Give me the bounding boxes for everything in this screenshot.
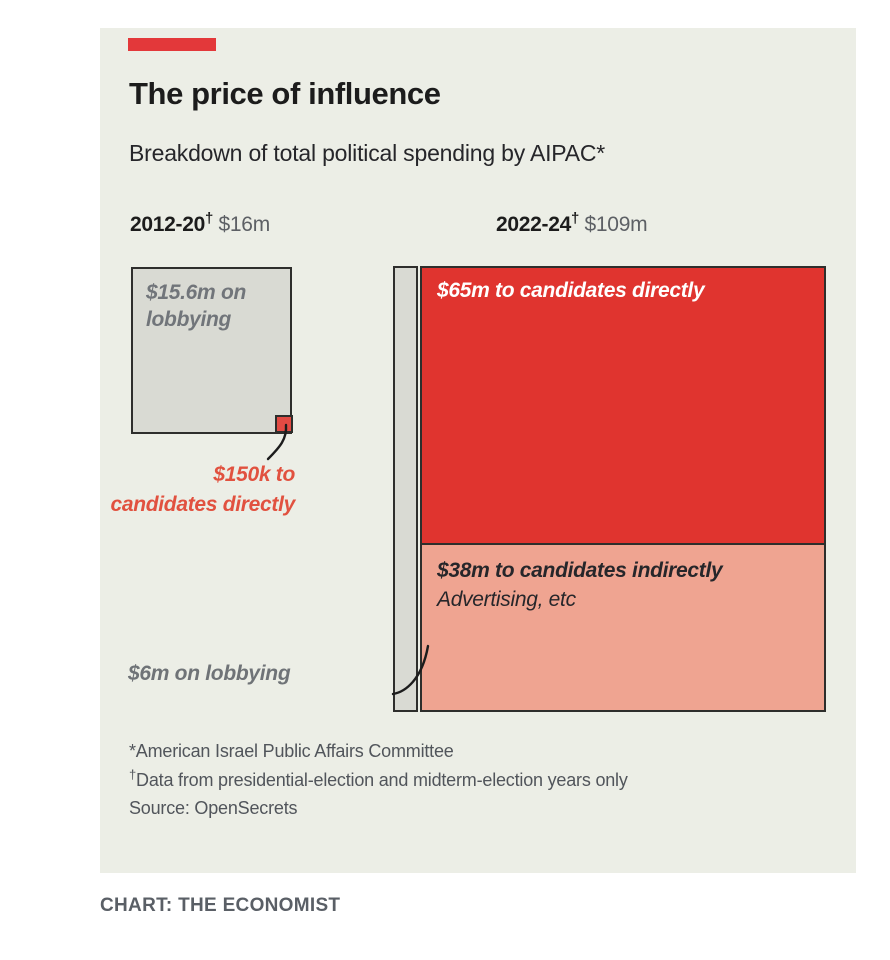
chart-title: The price of influence	[129, 76, 441, 111]
dagger-marker-left: †	[204, 210, 214, 227]
lobbying-strip-2022-24	[393, 266, 418, 712]
period-label-left: 2012-20	[130, 213, 205, 236]
footnote-dagger-marker: †	[129, 767, 137, 783]
column-heading-right: 2022-24† $109m	[496, 210, 648, 237]
chart-credit: CHART: THE ECONOMIST	[100, 895, 341, 916]
footnote-dagger-text: Data from presidential-election and midt…	[136, 770, 628, 791]
dagger-marker-right: †	[570, 210, 580, 227]
footnote-star: *American Israel Public Affairs Committe…	[129, 741, 454, 761]
total-amount-left: $16m	[213, 213, 271, 236]
direct-candidates-marker-2012-20	[275, 415, 293, 433]
lobbying-box-2012-20: $15.6m on lobbying	[131, 267, 292, 434]
lobbying-note-2022-24: $6m on lobbying	[128, 662, 291, 685]
segment-direct-candidates: $65m to candidates directly	[422, 268, 824, 545]
total-amount-right: $109m	[579, 213, 648, 236]
footnote-source: Source: OpenSecrets	[129, 797, 298, 818]
period-label-right: 2022-24	[496, 213, 571, 236]
segment-indirect-candidates-label: $38m to candidates indirectly Advertisin…	[437, 557, 723, 615]
segment-direct-candidates-label: $65m to candidates directly	[437, 279, 705, 302]
lobbying-box-label-2012-20: $15.6m on lobbying	[146, 281, 247, 332]
column-heading-left: 2012-20† $16m	[130, 210, 270, 237]
leader-line-right	[391, 644, 430, 696]
footnote-dagger: †Data from presidential-election and mid…	[129, 765, 628, 794]
chart-footnotes: *American Israel Public Affairs Committe…	[129, 738, 628, 822]
chart-panel: The price of influence Breakdown of tota…	[100, 28, 856, 873]
leader-line-left	[266, 423, 288, 461]
spending-stack-2022-24: $65m to candidates directly $38m to cand…	[420, 266, 826, 712]
segment-indirect-subtext: Advertising, etc	[437, 587, 576, 611]
segment-indirect-candidates: $38m to candidates indirectly Advertisin…	[422, 545, 824, 710]
segment-indirect-amount: $38m to candidates indirectly	[437, 559, 723, 582]
direct-candidates-note-2012-20: $150k to candidates directly	[110, 463, 295, 516]
chart-subtitle: Breakdown of total political spending by…	[129, 140, 606, 166]
economist-red-tab	[128, 38, 216, 51]
